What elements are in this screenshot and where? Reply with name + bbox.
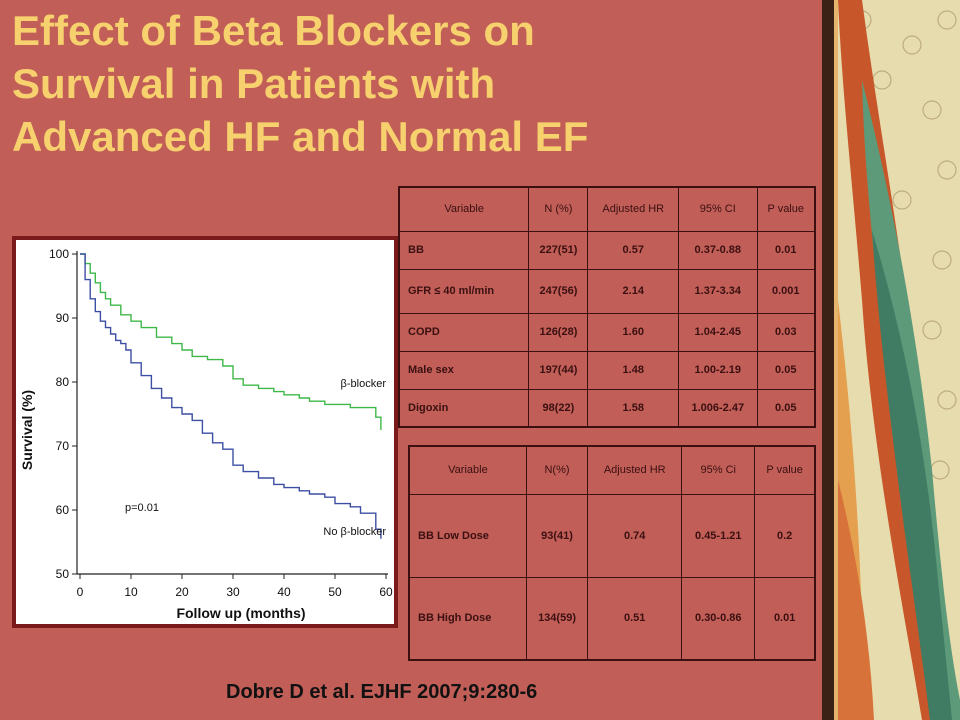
table1-header-cell: 95% CI: [678, 186, 758, 232]
table1-header-cell: N (%): [528, 186, 589, 232]
table1-row: COPD 126(28) 1.60 1.04-2.45 0.03: [398, 312, 816, 352]
table1-cell: 0.57: [587, 230, 680, 270]
table1-row: Digoxin 98(22) 1.58 1.006-2.47 0.05: [398, 388, 816, 428]
table1-header-cell: P value: [756, 186, 816, 232]
table1-cell: 98(22): [528, 388, 589, 428]
table1-row: GFR ≤ 40 ml/min 247(56) 2.14 1.37-3.34 0.001: [398, 268, 816, 314]
table1-row: Male sex 197(44) 1.48 1.00-2.19 0.05: [398, 350, 816, 390]
citation: Dobre D et al. EJHF 2007;9:280-6: [226, 681, 538, 703]
table1-cell: Digoxin: [398, 388, 530, 428]
table1-cell: 1.00-2.19: [678, 350, 758, 390]
x-tick-label: 50: [328, 585, 342, 599]
y-tick-label: 90: [56, 311, 70, 325]
x-tick-label: 20: [175, 585, 189, 599]
table1-cell: Male sex: [398, 350, 530, 390]
table1-cell: BB: [398, 230, 530, 270]
table1-cell: COPD: [398, 312, 530, 352]
table1-cell: 0.37-0.88: [678, 230, 758, 270]
table2-cell: 0.74: [587, 493, 683, 578]
table2-row: BB Low Dose 93(41) 0.74 0.45-1.21 0.2: [408, 493, 816, 578]
series-line-bb: [80, 253, 382, 430]
table2-cell: BB High Dose: [408, 576, 527, 661]
table2-header-cell: N(%): [525, 445, 589, 495]
x-tick-label: 60: [379, 585, 393, 599]
table1-cell: 2.14: [587, 268, 680, 314]
table1-cell: 1.58: [587, 388, 680, 428]
table2-header-cell: P value: [754, 445, 816, 495]
series-label-no-bb: No β-blocker: [323, 526, 386, 538]
table1-cell: 0.001: [756, 268, 816, 314]
table1-cell: 197(44): [528, 350, 589, 390]
x-axis-label: Follow up (months): [176, 605, 305, 621]
title-line-1: Effect of Beta Blockers on: [12, 7, 535, 54]
table1-row: BB 227(51) 0.57 0.37-0.88 0.01: [398, 230, 816, 270]
x-tick-label: 10: [124, 585, 138, 599]
table2-cell: BB Low Dose: [408, 493, 527, 578]
table2-row: BB High Dose 134(59) 0.51 0.30-0.86 0.01: [408, 576, 816, 661]
survival-chart-svg: 50 60 70 80 90 100 0 10 20 30 40 50 60 Survival (%)…: [19, 247, 393, 621]
x-tick-label: 0: [77, 585, 84, 599]
table2-cell: 0.30-0.86: [681, 576, 756, 661]
y-tick-label: 50: [56, 567, 70, 581]
y-tick-label: 100: [49, 247, 69, 261]
table2-cell: 0.51: [587, 576, 683, 661]
table1-cell: 1.60: [587, 312, 680, 352]
table2-cell: 0.01: [754, 576, 816, 661]
table2-header-cell: Adjusted HR: [587, 445, 683, 495]
table2-header-cell: Variable: [408, 445, 527, 495]
title-line-2: Survival in Patients with: [12, 60, 496, 107]
table1-header-cell: Adjusted HR: [587, 186, 680, 232]
series-line-no-bb: [80, 253, 382, 539]
y-axis-label: Survival (%): [19, 390, 35, 470]
table1-header-row: Variable N (%) Adjusted HR 95% CI P value: [398, 186, 816, 232]
table1-cell: 1.006-2.47: [678, 388, 758, 428]
table1-cell: 227(51): [528, 230, 589, 270]
p-value-annotation: p=0.01: [125, 502, 159, 514]
title-line-3: Advanced HF and Normal EF: [12, 113, 589, 160]
table1-cell: 0.05: [756, 388, 816, 428]
table2-cell: 93(41): [525, 493, 589, 578]
table2-cell: 0.45-1.21: [681, 493, 756, 578]
table2-cell: 0.2: [754, 493, 816, 578]
y-tick-label: 80: [56, 375, 70, 389]
table1-cell: GFR ≤ 40 ml/min: [398, 268, 530, 314]
table1-cell: 0.05: [756, 350, 816, 390]
table1-cell: 247(56): [528, 268, 589, 314]
table1-cell: 0.01: [756, 230, 816, 270]
dose-table: Variable N(%) Adjusted HR 95% Ci P value BB L…: [408, 445, 816, 661]
table2-cell: 134(59): [525, 576, 589, 661]
table1-cell: 1.48: [587, 350, 680, 390]
y-tick-label: 70: [56, 439, 70, 453]
survival-chart: 50 60 70 80 90 100 0 10 20 30 40 50 60 Survival (%)…: [12, 236, 398, 628]
table1-cell: 126(28): [528, 312, 589, 352]
table1-cell: 1.37-3.34: [678, 268, 758, 314]
x-tick-label: 30: [226, 585, 240, 599]
multivariate-table: Variable N (%) Adjusted HR 95% CI P value BB 2…: [398, 186, 816, 428]
y-tick-label: 60: [56, 503, 70, 517]
decorative-floral-border: [822, 0, 960, 720]
table1-cell: 1.04-2.45: [678, 312, 758, 352]
series-label-bb: β-blocker: [341, 378, 387, 390]
table2-header-row: Variable N(%) Adjusted HR 95% Ci P value: [408, 445, 816, 495]
slide-title: Effect of Beta Blockers on Survival in P…: [12, 4, 812, 163]
table1-header-cell: Variable: [398, 186, 530, 232]
x-tick-label: 40: [277, 585, 291, 599]
table1-cell: 0.03: [756, 312, 816, 352]
table2-header-cell: 95% Ci: [681, 445, 756, 495]
